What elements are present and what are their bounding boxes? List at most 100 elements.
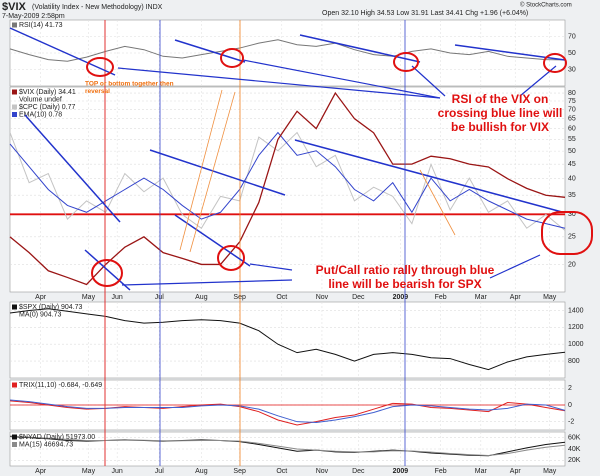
x-tick-label: Mar [475, 468, 488, 475]
highlight-circle [217, 245, 245, 271]
y-tick-label: 80 [568, 90, 576, 97]
panel [9, 86, 566, 293]
y-tick-label: 50 [568, 148, 576, 155]
y-tick-label: 35 [568, 192, 576, 199]
x-tick-label: Apr [35, 294, 47, 301]
x-tick-label: 2009 [393, 468, 409, 475]
highlight-circle [541, 211, 593, 255]
annotation: reversal [85, 88, 110, 95]
highlight-circle [91, 259, 123, 287]
legend-label: $CPC (Daily) 0.77 [19, 104, 76, 111]
legend-label: $NYAD (Daily) 51973.00 [19, 434, 95, 441]
arrow [242, 59, 441, 99]
highlight-circle [220, 48, 244, 68]
y-tick-label: 70 [568, 106, 576, 113]
legend-swatch [12, 442, 17, 447]
legend-label: TRIX(11,10) -0.684, -0.649 [19, 382, 102, 389]
y-tick-label: 75 [568, 98, 576, 105]
annotation: Put/Call ratio rally through blue [316, 263, 495, 277]
symbol: $VIX [2, 1, 27, 13]
x-tick-label: Jul [155, 468, 164, 475]
y-tick-label: 30 [568, 66, 576, 73]
series-line [9, 91, 566, 286]
legend-label: $VIX (Daily) 34.41 [19, 89, 76, 96]
series-line [9, 435, 566, 457]
x-tick-label: Nov [316, 294, 329, 301]
legend-label: RSI(14) 41.73 [19, 22, 63, 29]
y-tick-label: 800 [568, 358, 580, 365]
credit: © StockCharts.com [520, 2, 572, 9]
trend-line [174, 39, 246, 63]
trend-line [24, 114, 121, 223]
y-tick-label: 55 [568, 136, 576, 143]
y-tick-label: 40 [568, 176, 576, 183]
legend-swatch [12, 382, 17, 388]
x-tick-label: Sep [233, 468, 246, 475]
y-tick-label: 60K [568, 435, 581, 442]
legend-swatch [12, 104, 17, 110]
trend-line [149, 149, 286, 196]
ohlc: Open 32.10 High 34.53 Low 31.91 Last 34.… [322, 10, 528, 17]
y-tick-label: 30 [568, 211, 576, 218]
x-tick-label: May [82, 294, 96, 301]
description: (Volatility Index - New Methodology) IND… [32, 4, 163, 11]
y-tick-label: 1400 [568, 307, 584, 314]
arrow [489, 254, 541, 279]
annotation: crossing blue line will [438, 106, 563, 120]
legend-swatch [12, 22, 17, 28]
y-tick-label: 1200 [568, 324, 584, 331]
legend-label: MA(15) 46694.73 [19, 441, 73, 448]
legend-swatch [12, 89, 17, 95]
x-tick-label: Dec [352, 294, 365, 301]
x-tick-label: Aug [195, 294, 208, 301]
trend-line [174, 214, 251, 267]
x-tick-label: Dec [352, 468, 365, 475]
guide-line [189, 91, 236, 253]
x-tick-label: Feb [435, 468, 447, 475]
x-tick-label: Jun [112, 294, 123, 301]
x-tick-label: Aug [195, 468, 208, 475]
annotation: be bullish for VIX [451, 120, 549, 134]
x-tick-label: Jun [112, 468, 123, 475]
x-tick-label: Mar [475, 294, 488, 301]
arrow [117, 67, 441, 99]
x-tick-label: Apr [35, 468, 47, 475]
arrow [249, 263, 293, 271]
annotation: RSI of the VIX on [452, 92, 549, 106]
legend-swatch [12, 112, 17, 117]
x-tick-label: Oct [276, 294, 287, 301]
guide-line [179, 89, 223, 251]
legend-label: Volume undef [19, 96, 62, 103]
y-tick-label: 40K [568, 446, 581, 453]
legend-swatch [12, 434, 17, 440]
arrow [121, 279, 293, 286]
highlight-circle [543, 53, 567, 73]
legend-label: MA(0) 904.73 [19, 311, 62, 318]
series-line [9, 399, 566, 424]
y-tick-label: 70 [568, 33, 576, 40]
x-tick-label: May [543, 468, 557, 475]
series-line [9, 308, 566, 371]
guide-line [419, 169, 456, 236]
trend-line [299, 34, 421, 63]
x-tick-label: Jul [155, 294, 164, 301]
y-tick-label: -2 [568, 419, 574, 426]
legend-swatch [12, 304, 17, 310]
trend-line [9, 27, 116, 76]
x-tick-label: May [82, 468, 96, 475]
y-tick-label: 0 [568, 402, 572, 409]
arrow [411, 65, 446, 97]
y-tick-label: 20 [568, 261, 576, 268]
x-tick-label: Apr [510, 468, 522, 475]
legend-label: $SPX (Daily) 904.73 [19, 304, 83, 311]
y-tick-label: 65 [568, 116, 576, 123]
x-tick-label: May [543, 294, 557, 301]
annotation: line will be bearish for SPX [328, 277, 481, 291]
x-tick-label: 2009 [393, 294, 409, 301]
highlight-circle [393, 52, 419, 72]
y-tick-label: 2 [568, 385, 572, 392]
legend-label: EMA(10) 0.78 [19, 111, 62, 118]
y-tick-label: 25 [568, 234, 576, 241]
annotation: TOP or bottom together then [85, 81, 174, 88]
